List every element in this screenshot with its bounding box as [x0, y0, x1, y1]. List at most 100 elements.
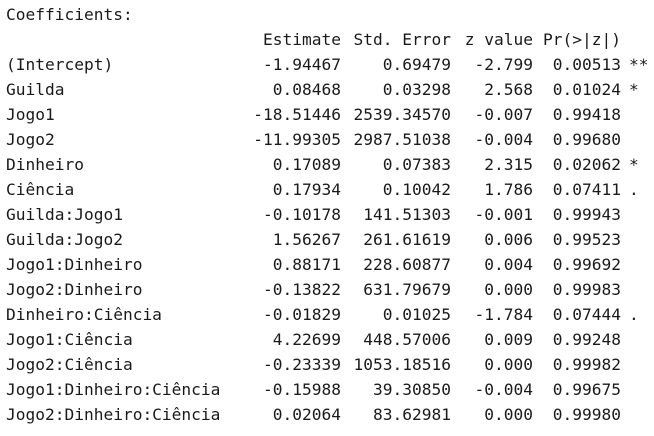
coef-signif-code	[621, 202, 654, 227]
coef-name: Jogo2	[6, 130, 55, 149]
table-row: Dinheiro 0.17089 0.07383 2.315 0.02062 *	[6, 152, 654, 177]
coef-p-value: 0.99692	[552, 255, 621, 274]
coef-std-error: 1053.18516	[353, 355, 451, 374]
coef-std-error: 0.03298	[382, 80, 451, 99]
coef-name: Jogo1:Dinheiro	[6, 255, 143, 274]
coef-p-value: 0.99523	[552, 230, 621, 249]
header-row: Estimate Std. Error z value Pr(>|z|)	[6, 27, 654, 52]
coef-name: Jogo1:Dinheiro:Ciência	[6, 380, 221, 399]
coef-p-value: 0.01024	[552, 80, 621, 99]
coef-signif-code: *	[629, 80, 639, 99]
coef-signif-code	[621, 402, 654, 427]
coef-z-value: 0.000	[484, 280, 533, 299]
coef-std-error: 141.51303	[363, 205, 451, 224]
coef-name: Guilda:Jogo2	[6, 230, 123, 249]
coef-signif-code	[621, 227, 654, 252]
coef-std-error: 228.60877	[363, 255, 451, 274]
table-row: Jogo1:Dinheiro 0.88171 228.60877 0.004 0.996…	[6, 252, 654, 277]
coef-std-error: 0.10042	[382, 180, 451, 199]
coef-z-value: -0.004	[474, 380, 533, 399]
coef-std-error: 83.62981	[373, 405, 451, 424]
coef-estimate: 4.22699	[272, 330, 341, 349]
coef-signif-code: .	[629, 305, 639, 324]
coef-z-value: 0.000	[484, 405, 533, 424]
coef-signif-code: *	[629, 155, 639, 174]
table-row: Guilda:Jogo1 -0.10178 141.51303 -0.001 0.999…	[6, 202, 654, 227]
table-row: Guilda:Jogo2 1.56267 261.61619 0.006 0.99523	[6, 227, 654, 252]
coef-std-error: 0.01025	[382, 305, 451, 324]
coef-estimate: -18.51446	[253, 105, 341, 124]
coef-signif-code: .	[629, 180, 639, 199]
coef-z-value: 0.006	[484, 230, 533, 249]
coef-p-value: 0.99248	[552, 330, 621, 349]
coefficients-title: Coefficients:	[6, 5, 133, 24]
coef-estimate: 0.17089	[272, 155, 341, 174]
coef-p-value: 0.99680	[552, 130, 621, 149]
coef-z-value: 0.009	[484, 330, 533, 349]
coef-p-value: 0.99983	[552, 280, 621, 299]
coef-z-value: 2.315	[484, 155, 533, 174]
coef-z-value: -2.799	[474, 55, 533, 74]
coef-name: Jogo1:Ciência	[6, 330, 133, 349]
coef-estimate: -0.15988	[263, 380, 341, 399]
coef-estimate: 0.08468	[272, 80, 341, 99]
coef-name: Jogo2:Dinheiro	[6, 280, 143, 299]
coef-p-value: 0.99943	[552, 205, 621, 224]
coef-signif-code	[621, 252, 654, 277]
coef-std-error: 39.30850	[373, 380, 451, 399]
header-estimate: Estimate	[263, 30, 341, 49]
table-row: Jogo1 -18.51446 2539.34570 -0.007 0.99418	[6, 102, 654, 127]
coef-z-value: -0.007	[474, 105, 533, 124]
table-row: Jogo1:Ciência 4.22699 448.57006 0.009 0.9924…	[6, 327, 654, 352]
coef-z-value: 0.000	[484, 355, 533, 374]
coefficients-body: (Intercept) -1.94467 0.69479 -2.799 0.00513 *…	[6, 52, 654, 427]
coef-z-value: 2.568	[484, 80, 533, 99]
regression-output: Coefficients: Estimate Std. Error z valu…	[6, 2, 652, 427]
coef-name: (Intercept)	[6, 55, 114, 74]
header-p-value: Pr(>|z|)	[543, 30, 621, 49]
coef-signif-code	[621, 127, 654, 152]
coefficients-table: Estimate Std. Error z value Pr(>|z|) (In…	[6, 27, 654, 427]
coef-z-value: -1.784	[474, 305, 533, 324]
coef-name: Guilda	[6, 80, 65, 99]
coef-p-value: 0.99675	[552, 380, 621, 399]
coef-estimate: 1.56267	[272, 230, 341, 249]
coef-name: Guilda:Jogo1	[6, 205, 123, 224]
coef-std-error: 631.79679	[363, 280, 451, 299]
coef-p-value: 0.07411	[552, 180, 621, 199]
coef-name: Dinheiro:Ciência	[6, 305, 162, 324]
coef-std-error: 448.57006	[363, 330, 451, 349]
coef-name: Jogo2:Dinheiro:Ciência	[6, 405, 221, 424]
coef-estimate: 0.88171	[272, 255, 341, 274]
coef-estimate: 0.02064	[272, 405, 341, 424]
coef-estimate: -0.01829	[263, 305, 341, 324]
coef-p-value: 0.07444	[552, 305, 621, 324]
table-row: Guilda 0.08468 0.03298 2.568 0.01024 *	[6, 77, 654, 102]
coef-name: Jogo2:Ciência	[6, 355, 133, 374]
coef-p-value: 0.99418	[552, 105, 621, 124]
table-row: (Intercept) -1.94467 0.69479 -2.799 0.00513 *…	[6, 52, 654, 77]
coef-p-value: 0.99980	[552, 405, 621, 424]
coef-signif-code	[621, 377, 654, 402]
header-z-value: z value	[464, 30, 533, 49]
coef-name: Ciência	[6, 180, 75, 199]
coef-z-value: -0.001	[474, 205, 533, 224]
coef-std-error: 2539.34570	[353, 105, 451, 124]
coef-estimate: -1.94467	[263, 55, 341, 74]
table-row: Dinheiro:Ciência -0.01829 0.01025 -1.784 0.0…	[6, 302, 654, 327]
coef-estimate: -0.23339	[263, 355, 341, 374]
table-row: Ciência 0.17934 0.10042 1.786 0.07411.	[6, 177, 654, 202]
coef-z-value: 1.786	[484, 180, 533, 199]
table-row: Jogo2 -11.99305 2987.51038 -0.004 0.99680	[6, 127, 654, 152]
coef-estimate: -0.10178	[263, 205, 341, 224]
table-row: Jogo2:Ciência -0.23339 1053.18516 0.000 0.99…	[6, 352, 654, 377]
coef-estimate: -11.99305	[253, 130, 341, 149]
coef-name: Jogo1	[6, 105, 55, 124]
coef-std-error: 261.61619	[363, 230, 451, 249]
coef-std-error: 0.69479	[382, 55, 451, 74]
coef-name: Dinheiro	[6, 155, 84, 174]
coef-z-value: 0.004	[484, 255, 533, 274]
coef-std-error: 2987.51038	[353, 130, 451, 149]
coef-signif-code: **	[629, 55, 649, 74]
coef-p-value: 0.00513	[552, 55, 621, 74]
